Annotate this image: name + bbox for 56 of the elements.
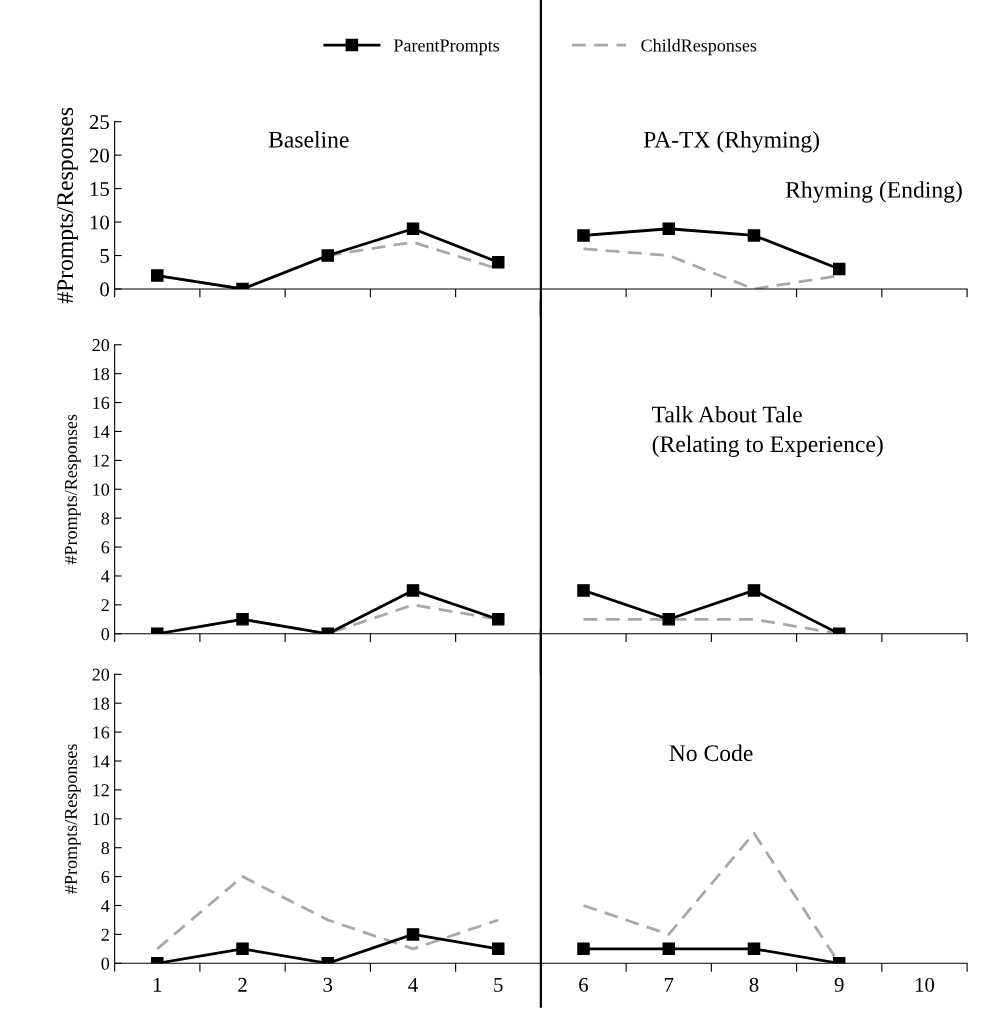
y-tick-label: 4 <box>101 899 110 912</box>
y-tick-label: 0 <box>100 282 109 297</box>
y-tick-label: 8 <box>101 512 110 525</box>
annotation: Talk About Tale (Relating to Experience) <box>652 405 883 457</box>
y-tick-label: 8 <box>101 841 110 855</box>
y-tick-label: 14 <box>93 425 110 438</box>
y-tick-label: 2 <box>101 599 109 612</box>
y-tick-label: 6 <box>101 870 110 884</box>
point <box>321 249 335 262</box>
x-tick-label: 1 <box>153 977 162 992</box>
y-tick-label: 10 <box>93 813 110 826</box>
point <box>747 229 761 242</box>
legend-label: ParentPrompts <box>393 39 500 56</box>
y-tick-label: 25 <box>89 115 109 130</box>
x-tick-label: 8 <box>749 977 759 992</box>
y-tick-label: 10 <box>90 215 109 230</box>
annotation: No Code <box>669 744 753 762</box>
y-tick-label: 20 <box>92 668 110 681</box>
y-tick-label: 20 <box>92 339 110 352</box>
x-tick-label: 5 <box>494 978 503 992</box>
y-tick-label: 16 <box>93 726 110 739</box>
x-tick-label: 3 <box>323 977 333 992</box>
point <box>577 229 590 242</box>
point <box>151 269 164 282</box>
x-tick-label: 2 <box>238 977 247 992</box>
y-tick-label: 18 <box>93 697 110 710</box>
x-tick-label: 7 <box>664 978 674 992</box>
x-tick-label: 4 <box>408 977 418 992</box>
y-tick-label: 6 <box>101 541 110 554</box>
y-tick-label: 2 <box>101 928 109 941</box>
y-tick-label: 20 <box>89 148 109 163</box>
y-tick-label: 10 <box>93 483 110 496</box>
annotation: Rhyming (Ending) <box>785 181 962 203</box>
y-tick-label: 0 <box>101 628 110 641</box>
y-tick-label: 12 <box>93 454 109 467</box>
y-tick-label: 14 <box>93 755 110 768</box>
x-tick-label: 6 <box>579 977 589 992</box>
y-tick-label: 0 <box>101 957 110 970</box>
y-tick-label: 4 <box>101 570 110 583</box>
point <box>406 222 420 236</box>
annotation: PA-TX (Rhyming) <box>643 131 820 153</box>
annotation: Baseline <box>268 131 349 148</box>
y-axis-title: #Prompts/Responses <box>57 107 78 304</box>
y-tick-label: 15 <box>90 182 109 197</box>
point <box>492 255 505 269</box>
y-tick-label: 16 <box>93 396 110 409</box>
legend-label: ChildResponses <box>641 38 757 56</box>
point <box>832 262 846 276</box>
y-tick-label: 12 <box>93 784 109 797</box>
y-tick-label: 18 <box>93 367 110 381</box>
x-tick-label: 10 <box>915 977 935 992</box>
y-tick-label: 5 <box>100 249 109 263</box>
y-axis-title: #Prompts/Responses <box>64 414 81 565</box>
point <box>662 222 675 236</box>
y-axis-title: #Prompts/Responses <box>64 744 81 894</box>
x-tick-label: 9 <box>834 977 844 992</box>
